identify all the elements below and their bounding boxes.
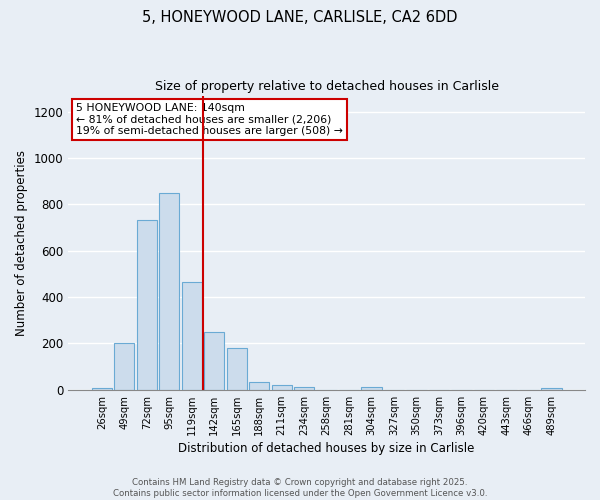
Text: Contains HM Land Registry data © Crown copyright and database right 2025.
Contai: Contains HM Land Registry data © Crown c…	[113, 478, 487, 498]
Bar	[227, 348, 247, 390]
Bar	[294, 387, 314, 390]
Bar	[204, 332, 224, 390]
Bar	[114, 344, 134, 390]
Bar	[137, 220, 157, 390]
Y-axis label: Number of detached properties: Number of detached properties	[15, 150, 28, 336]
Bar	[159, 193, 179, 390]
Bar	[361, 387, 382, 390]
X-axis label: Distribution of detached houses by size in Carlisle: Distribution of detached houses by size …	[178, 442, 475, 455]
Title: Size of property relative to detached houses in Carlisle: Size of property relative to detached ho…	[155, 80, 499, 93]
Bar	[541, 388, 562, 390]
Bar	[272, 385, 292, 390]
Text: 5 HONEYWOOD LANE: 140sqm
← 81% of detached houses are smaller (2,206)
19% of sem: 5 HONEYWOOD LANE: 140sqm ← 81% of detach…	[76, 103, 343, 136]
Bar	[92, 388, 112, 390]
Text: 5, HONEYWOOD LANE, CARLISLE, CA2 6DD: 5, HONEYWOOD LANE, CARLISLE, CA2 6DD	[142, 10, 458, 25]
Bar	[182, 282, 202, 390]
Bar	[249, 382, 269, 390]
